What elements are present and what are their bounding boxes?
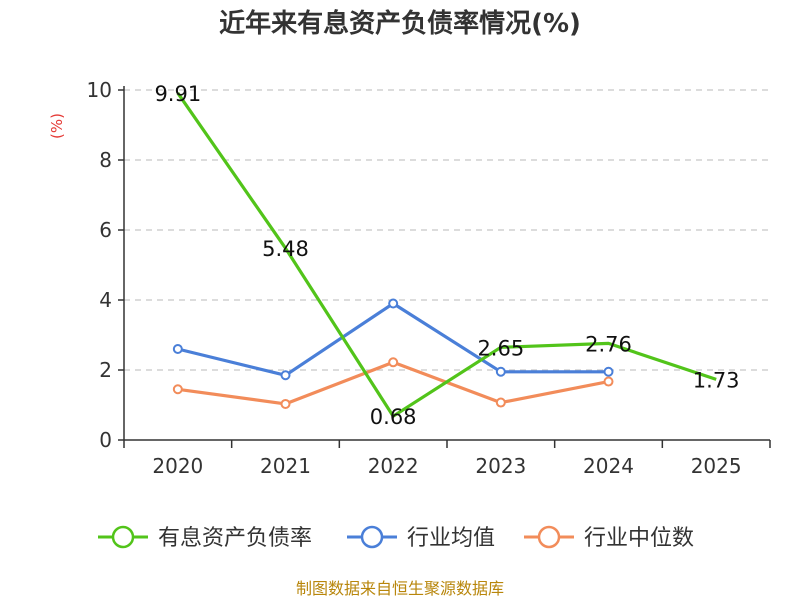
axes: 0 2 4 6 8 10 2020 2021 2022 2023 2024 2025 — [87, 78, 771, 478]
series-point-1 — [495, 366, 506, 377]
series-point-2 — [603, 376, 614, 387]
x-tick-label: 2022 — [368, 454, 419, 478]
source-note: 制图数据来自恒生聚源数据库 — [296, 579, 504, 598]
series-line-2 — [177, 360, 609, 406]
legend-swatch-marker — [360, 525, 384, 549]
x-tick-label: 2023 — [475, 454, 526, 478]
legend-label: 行业均值 — [407, 526, 495, 551]
y-tick-label: 2 — [99, 358, 112, 382]
legend-swatch-marker — [537, 525, 561, 549]
data-label: 5.48 — [262, 237, 309, 261]
series-point-1 — [603, 366, 614, 377]
y-tick-label: 6 — [99, 218, 112, 242]
series-point-1 — [280, 370, 291, 381]
series-point-2 — [172, 384, 183, 395]
data-label: 1.73 — [693, 368, 740, 392]
series-point-2 — [495, 397, 506, 408]
chart-title: 近年来有息资产负债率情况(%) — [219, 8, 581, 39]
series-point-1 — [388, 298, 399, 309]
y-axis-unit-label: (%) — [48, 113, 66, 139]
data-label: 0.68 — [370, 405, 417, 429]
data-label: 2.65 — [477, 336, 524, 360]
x-tick-label: 2024 — [583, 454, 634, 478]
y-tick-label: 8 — [99, 148, 112, 172]
series-point-2 — [388, 357, 399, 368]
data-label: 9.91 — [154, 82, 201, 106]
series-line-0 — [176, 92, 717, 418]
series-layer — [172, 92, 717, 418]
series-point-2 — [280, 398, 291, 409]
x-tick-label: 2020 — [152, 454, 203, 478]
y-tick-label: 0 — [99, 428, 112, 452]
y-tick-label: 4 — [99, 288, 112, 312]
legend-label: 行业中位数 — [584, 526, 694, 551]
series-point-1 — [172, 344, 183, 354]
legend: 有息资产负债率 行业均值 行业中位数 — [98, 525, 694, 551]
data-label: 2.76 — [585, 332, 632, 356]
legend-label: 有息资产负债率 — [158, 526, 312, 551]
data-labels: 9.91 5.48 0.68 2.65 2.76 1.73 — [154, 82, 739, 429]
legend-swatch-marker — [111, 525, 135, 549]
x-tick-label: 2025 — [691, 454, 742, 478]
y-tick-label: 10 — [87, 78, 112, 102]
grid-lines — [124, 89, 770, 371]
x-tick-label: 2021 — [260, 454, 311, 478]
